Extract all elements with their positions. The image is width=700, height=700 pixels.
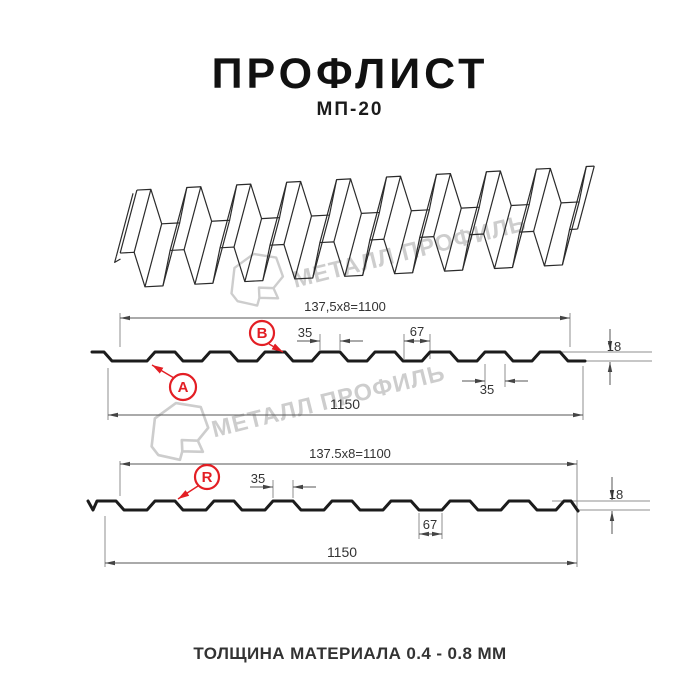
dim-total-width-bottom: 1150 — [327, 544, 357, 560]
dim-rib-top: 35 — [251, 471, 265, 486]
label-side-r: R — [202, 469, 213, 486]
sheet-3d-lines — [114, 165, 595, 288]
label-side-a: A — [178, 379, 189, 396]
dim-rib-top: 35 — [298, 325, 312, 340]
sheet-3d-body — [120, 166, 595, 287]
metall-profil-logo-icon — [150, 401, 210, 462]
dim-height-bottom: 18 — [609, 487, 623, 502]
dim-valley-top: 67 — [410, 324, 424, 339]
dim-rib-bottom: 35 — [480, 382, 494, 397]
sheet-3d-view: МЕТАЛЛ ПРОФИЛЬ — [114, 165, 595, 307]
dim-working-width-bottom: 137.5x8=1100 — [309, 446, 391, 461]
watermark-text: МЕТАЛЛ ПРОФИЛЬ — [209, 359, 448, 442]
dim-total-width-top: 1150 — [330, 396, 360, 412]
profile-model: МП-20 — [316, 99, 384, 120]
profile-outline-top — [90, 350, 587, 363]
profile-outline-bottom — [86, 499, 580, 513]
sheet-3d-silhouette — [120, 166, 595, 287]
dim-valley-bottom: 67 — [423, 517, 437, 532]
cross-section-top: 137,5x8=1100 35 67 18 35 1150 A B — [90, 299, 652, 420]
page-title: ПРОФЛИСТ — [211, 50, 489, 98]
metall-profil-logo-icon — [230, 252, 285, 307]
label-side-b: B — [257, 325, 268, 342]
thickness-note: ТОЛЩИНА МАТЕРИАЛА 0.4 - 0.8 ММ — [193, 644, 507, 663]
dim-height-top: 18 — [607, 339, 621, 354]
cross-section-bottom: 137.5x8=1100 35 67 18 1150 R — [86, 446, 650, 567]
dim-working-width-top: 137,5x8=1100 — [304, 299, 386, 314]
